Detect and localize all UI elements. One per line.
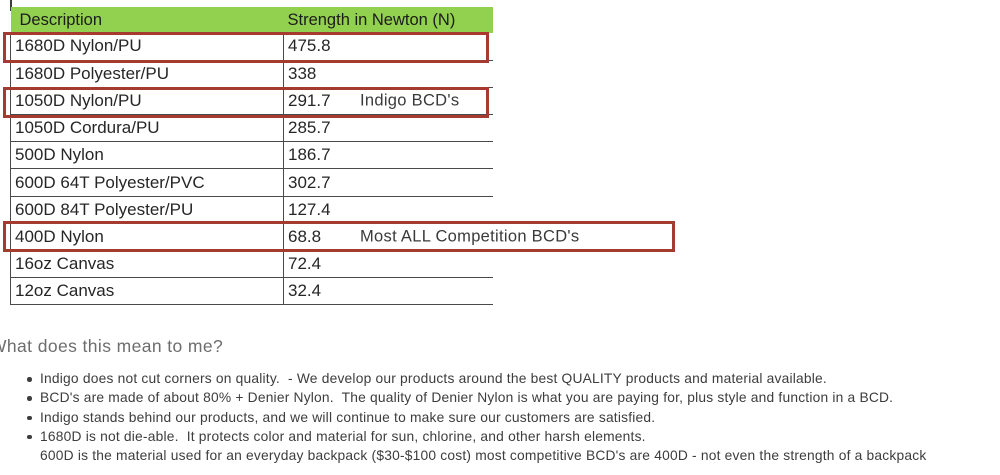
cell-strength: 68.8 Most ALL Competition BCD's [283,223,579,252]
table-header-row: Description Strength in Newton (N) [10,7,493,33]
table-row: 1050D Cordura/PU 285.7 [10,114,493,143]
cell-strength: 72.4 [283,250,493,279]
cell-description: 1680D Polyester/PU [10,60,284,88]
cell-description: 16oz Canvas [10,250,284,279]
row-annotation: Indigo BCD's [360,91,460,110]
strength-value: 127.4 [288,199,331,219]
cell-description: 600D 84T Polyester/PU [10,196,284,224]
table-row: 400D Nylon 68.8 Most ALL Competition BCD'… [10,223,579,252]
header-cell-description: Description [10,7,284,33]
table-row: 600D 64T Polyester/PVC 302.7 [10,168,493,197]
strength-value: 338 [288,63,317,83]
strength-table: Description Strength in Newton (N) 1680D… [10,7,579,306]
cell-strength: 302.7 [283,168,493,197]
strength-value: 302.7 [288,172,331,192]
cell-strength: 338 [283,60,493,88]
cell-strength: 291.7 Indigo BCD's [283,87,493,116]
table-row: 1050D Nylon/PU 291.7 Indigo BCD's [10,87,493,116]
cell-description: 400D Nylon [10,223,284,252]
table-row: 500D Nylon 186.7 [10,141,493,170]
section-heading: What does this mean to me? [0,336,224,356]
table-row: 1680D Nylon/PU 475.8 [10,33,493,61]
cell-strength: 475.8 [283,33,493,61]
header-cell-strength: Strength in Newton (N) [283,7,493,33]
bullet-item: Indigo stands behind our products, and w… [24,408,994,427]
cell-strength: 32.4 [283,277,493,306]
strength-value: 68.8 [288,226,322,246]
strength-value: 32.4 [288,281,322,301]
cell-description: 600D 64T Polyester/PVC [10,168,284,197]
bullet-item: 1680D is not die-able. It protects color… [24,427,994,446]
table-row: 1680D Polyester/PU 338 [10,60,493,88]
cell-strength: 127.4 [283,196,493,224]
strength-value: 72.4 [288,254,322,274]
bullet-list: Indigo does not cut corners on quality. … [24,369,994,446]
cell-description: 500D Nylon [10,141,284,170]
cell-description: 12oz Canvas [10,277,284,306]
table-row: 12oz Canvas 32.4 [10,277,493,306]
cell-description: 1680D Nylon/PU [10,33,284,61]
row-annotation: Most ALL Competition BCD's [360,227,580,246]
bullet-item: Indigo does not cut corners on quality. … [24,369,994,388]
table-row: 600D 84T Polyester/PU 127.4 [10,196,493,224]
cell-strength: 285.7 [283,114,493,143]
strength-value: 475.8 [288,36,331,56]
photo-edge-artifact [10,0,12,11]
table-row: 16oz Canvas 72.4 [10,250,493,279]
cell-description: 1050D Cordura/PU [10,114,284,143]
bullet-item: BCD's are made of about 80% + Denier Nyl… [24,388,994,407]
continuation-line: 600D is the material used for an everyda… [40,448,927,463]
strength-value: 291.7 [288,90,331,110]
strength-value: 285.7 [288,118,331,138]
cell-description: 1050D Nylon/PU [10,87,284,116]
strength-value: 186.7 [288,145,331,165]
cell-strength: 186.7 [283,141,493,170]
